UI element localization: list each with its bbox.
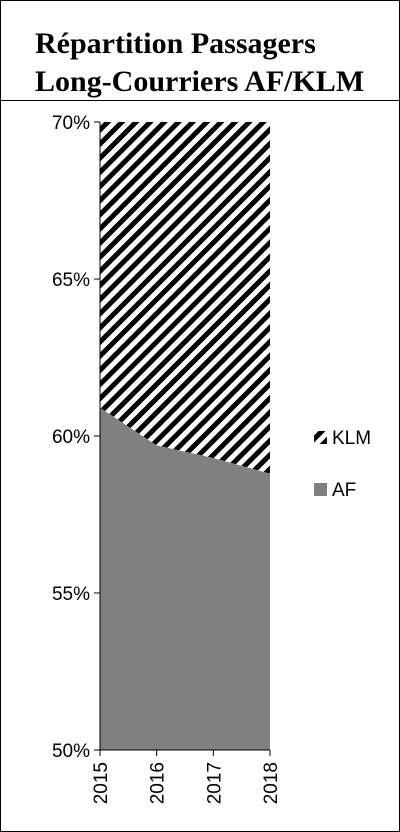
x-tick-label: 2016 (148, 762, 169, 804)
legend-swatch-af (314, 483, 327, 496)
title-box: Répartition Passagers Long-Courriers AF/… (1, 1, 399, 101)
y-tick-label: 50% (52, 741, 90, 762)
x-tick-label: 2018 (261, 762, 282, 804)
y-tick-label: 60% (52, 427, 90, 448)
legend-label-af: AF (332, 480, 356, 501)
x-tick-label: 2015 (91, 762, 112, 804)
legend-label-klm: KLM (332, 428, 371, 449)
chart-title: Répartition Passagers Long-Courriers AF/… (35, 27, 365, 98)
af-area (100, 407, 270, 750)
y-tick-label: 70% (52, 113, 90, 134)
klm-area (100, 122, 270, 474)
y-tick-label: 65% (52, 270, 90, 291)
x-tick-label: 2017 (204, 762, 225, 804)
y-tick-label: 55% (52, 584, 90, 605)
legend-swatch-klm (314, 431, 327, 444)
